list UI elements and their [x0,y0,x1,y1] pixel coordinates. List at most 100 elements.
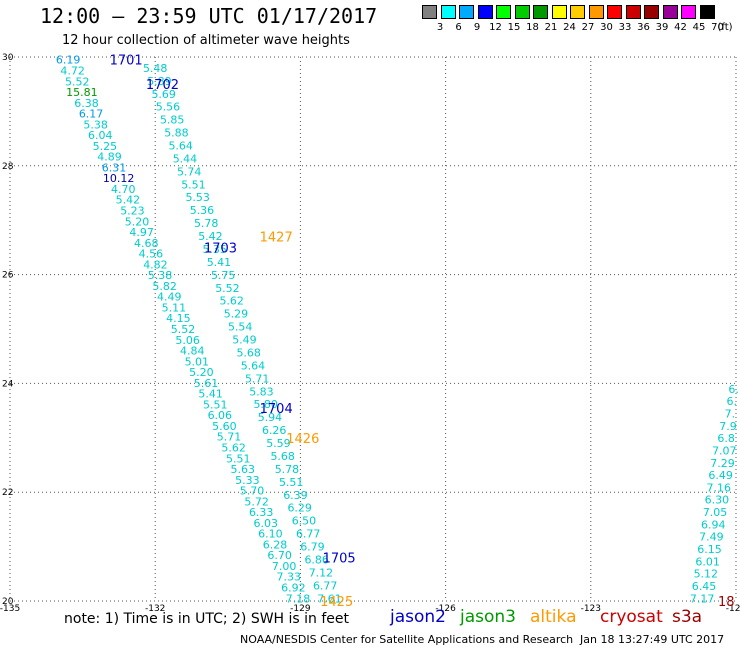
wave-height-value: 5.20 [189,366,214,379]
pass-label: 1426 [286,432,319,447]
legend-label: 12 [489,22,502,33]
wave-height-value: 5.52 [171,323,196,336]
legend-label: 21 [544,22,558,33]
wave-height-value: 7.05 [703,506,728,519]
wave-height-value: 5.83 [249,385,274,398]
wave-height-value: 6.30 [705,494,730,507]
wave-height-value: 6.94 [701,518,726,531]
wave-height-value: 5.89 [147,75,172,88]
wave-height-value: 7.17 [690,592,715,605]
footer-note: note: 1) Time is in UTC; 2) SWH is in fe… [64,611,350,627]
legend-swatch [607,5,622,19]
satellite-name: s3a [672,607,703,627]
wave-height-value: 5.68 [270,450,295,463]
wave-height-value: 7.29 [710,457,735,470]
satellite-name: jason3 [460,607,516,627]
wave-height-value: 5.63 [231,463,256,476]
legend-label: 9 [473,22,481,33]
wave-height-value: 6.17 [79,108,104,121]
wave-height-value: 5.61 [194,377,219,390]
legend-label: 42 [674,22,687,33]
wave-height-value: 15.81 [66,86,98,99]
wave-height-value: 5.94 [258,411,283,424]
wave-height-value: 5.59 [266,437,291,450]
wave-height-value: 6.45 [692,580,717,593]
x-tick-label: -120 [726,604,740,614]
wave-height-value: 10.12 [103,172,135,185]
wave-height-value: 5.20 [125,215,150,228]
x-tick-label: -126 [435,604,456,614]
wave-height-value: 6.8 [717,432,735,445]
wave-height-value: 6.19 [56,54,81,67]
pass-label: 18 [718,595,735,610]
wave-height-value: 6.92 [281,582,306,595]
wave-height-value: 6.77 [313,579,338,592]
pass-label: 1425 [320,595,353,610]
wave-height-value: 6.70 [267,549,292,562]
x-tick-label: -132 [145,604,165,614]
wave-height-value: 5.88 [164,127,189,140]
pass-label: 1704 [260,402,293,417]
y-tick-label: 28 [2,162,14,172]
wave-height-value: 5.75 [211,269,236,282]
wave-height-value: 5.33 [235,474,260,487]
wave-height-value: 5.42 [116,194,141,207]
generation-timestamp: Jan 18 13:27:49 UTC 2017 [580,633,725,646]
wave-height-value: 4.97 [129,226,154,239]
legend-swatch [533,5,548,19]
wave-height-value: 6.50 [292,515,317,528]
wave-height-value: 6.33 [249,506,274,519]
wave-height-value: 6.03 [254,517,279,530]
wave-height-value: 5.64 [241,359,266,372]
chart-subtitle: 12 hour collection of altimeter wave hei… [62,33,350,48]
wave-height-value: 5.38 [148,269,173,282]
wave-height-value: 7.12 [309,566,334,579]
legend-label: 36 [637,22,650,33]
wave-height-value: 5.06 [175,334,200,347]
wave-height-value: 5.78 [275,463,300,476]
wave-height-value: 5.70 [240,485,265,498]
wave-height-value: 4.49 [157,291,182,304]
wave-height-value: 5.25 [93,140,118,153]
wave-height-value: 5.29 [224,308,249,321]
wave-height-value: 5.68 [236,346,261,359]
wave-height-value: 4.82 [143,258,168,271]
wave-height-value: 5.62 [219,295,244,308]
wave-height-value: 5.71 [245,372,270,385]
wave-height-value: 5.72 [244,495,269,508]
wave-height-value: 6.38 [74,97,99,110]
wave-height-value: 6. [728,383,739,396]
wave-height-value: 5.62 [221,441,246,454]
satellite-name: jason2 [390,607,446,627]
wave-height-value: 5.51 [203,398,228,411]
legend-swatch [514,5,530,19]
wave-height-value: 6.86 [304,553,329,566]
wave-height-value: 6.49 [708,469,733,482]
wave-height-value: 5.48 [143,62,168,75]
wave-height-value: 5.38 [83,118,108,131]
wave-height-value: 6.26 [262,424,287,437]
wave-height-value: 5.71 [217,431,242,444]
wave-height-value: 4.72 [60,64,85,77]
y-tick-label: 20 [2,597,14,607]
track-points: 6.194.725.5215.816.386.175.386.045.254.8… [56,54,739,606]
wave-height-value: 7.9 [719,420,737,433]
legend-label: 3 [436,22,444,33]
wave-height-value: 5.41 [207,256,232,269]
legend-swatch [459,5,474,19]
wave-height-value: 6.77 [296,528,321,541]
wave-height-value: 7.61 [317,592,342,605]
wave-height-value: 5.53 [185,191,210,204]
legend-label: 70 [711,22,724,33]
wave-height-value: 6.10 [258,528,283,541]
wave-height-value: 6. [726,395,737,408]
wave-height-value: 7. [725,407,736,420]
legend-label: 18 [526,22,539,33]
wave-height-value: 6.31 [102,161,127,174]
axis-ticks: -135 -132 -129 -126 -123 -120 20 22 24 26 28 30 [0,53,740,614]
wave-height-value: 4.70 [111,183,136,196]
wave-height-value: 5.52 [215,282,240,295]
legend-label: 6 [455,22,462,33]
wave-height-value: 5.42 [198,230,223,243]
